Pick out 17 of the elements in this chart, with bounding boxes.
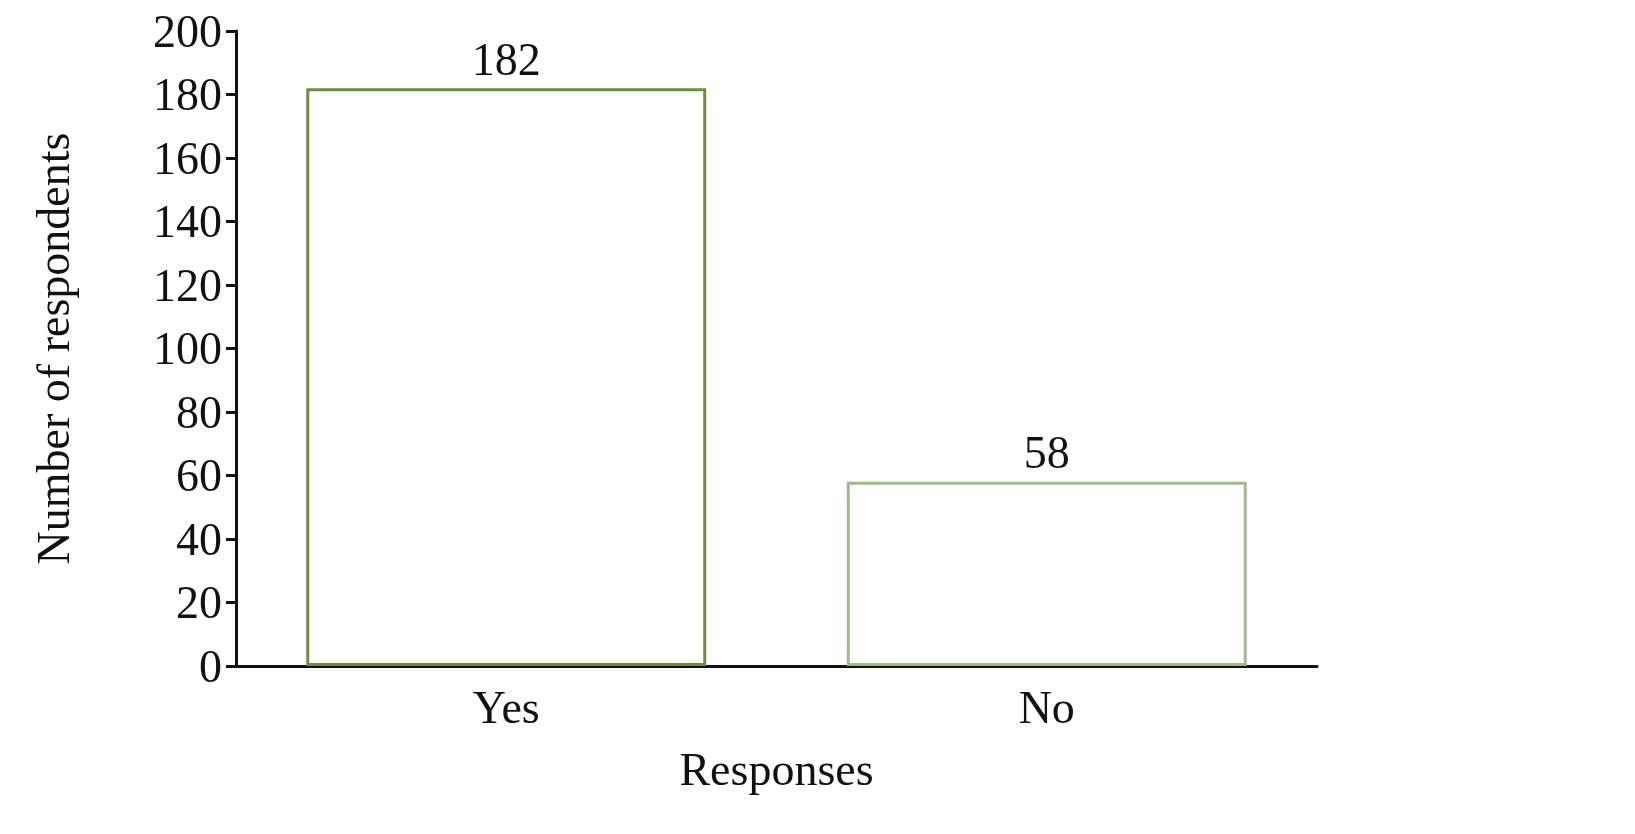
y-tick-label: 180 <box>153 69 222 120</box>
y-tick-label: 160 <box>153 132 222 184</box>
y-tick-label: 200 <box>153 5 222 57</box>
y-tick-label: 100 <box>153 323 222 374</box>
y-tick-label: 0 <box>199 640 222 692</box>
y-tick-label: 80 <box>176 386 222 438</box>
y-tick-label: 20 <box>176 577 222 628</box>
x-tick-label: Yes <box>472 681 540 733</box>
y-tick-label: 140 <box>153 196 222 247</box>
y-tick-label: 120 <box>153 259 222 311</box>
data-label: 58 <box>1023 427 1070 479</box>
y-tick-label: 60 <box>176 450 222 501</box>
x-tick-label: No <box>1018 681 1075 733</box>
y-axis-title: Number of respondents <box>27 132 79 565</box>
x-axis-title: Responses <box>679 743 874 795</box>
y-tick-label: 40 <box>176 513 222 565</box>
data-label: 182 <box>471 33 541 85</box>
